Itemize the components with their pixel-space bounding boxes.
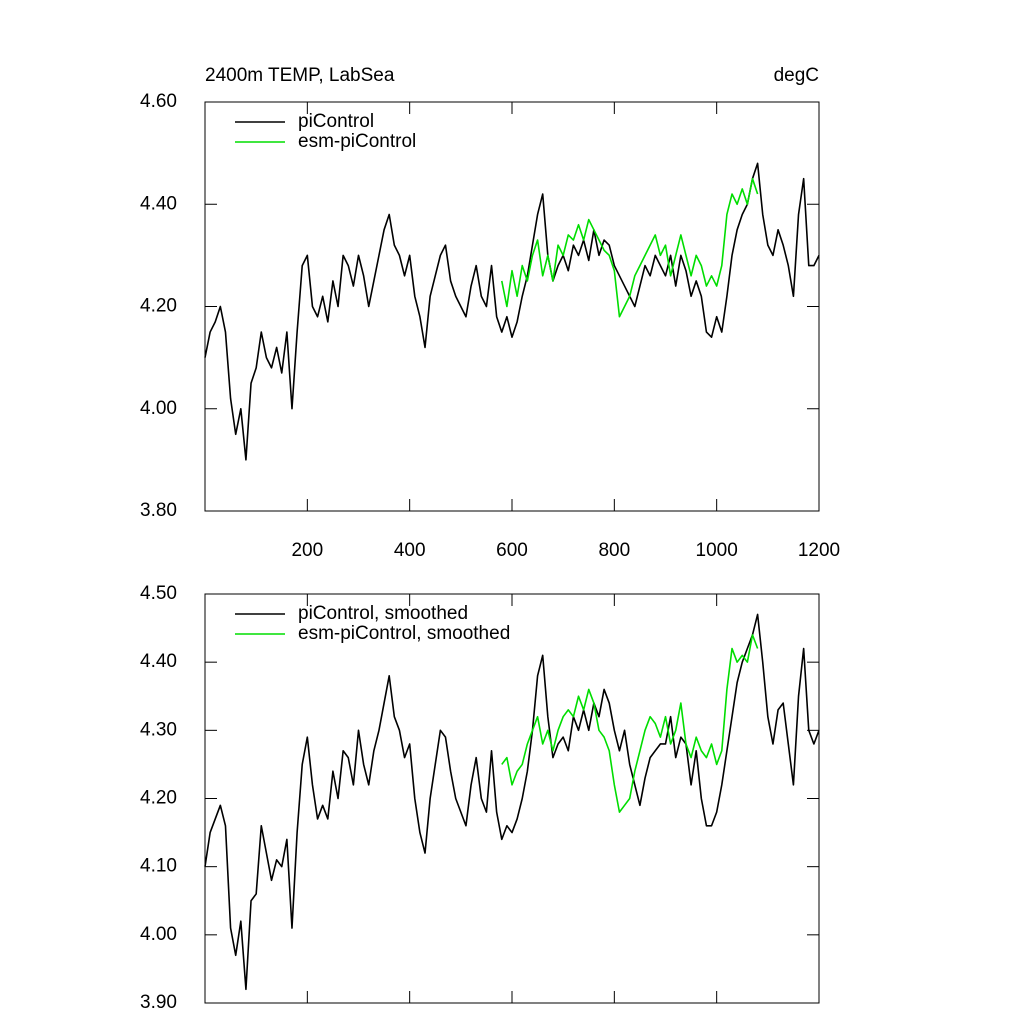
units-label: degC	[774, 65, 819, 86]
y-tick-label: 4.50	[140, 583, 177, 604]
y-tick-label: 4.20	[140, 788, 177, 809]
legend-label: esm-piControl, smoothed	[298, 623, 510, 644]
legend-label: esm-piControl	[298, 131, 416, 152]
series-line	[204, 162, 820, 461]
chart-title: 2400m TEMP, LabSea	[205, 65, 395, 86]
plot-frame	[204, 101, 820, 512]
y-tick-label: 4.00	[140, 398, 177, 419]
x-tick-label: 1200	[798, 540, 840, 561]
y-tick-label: 4.40	[140, 193, 177, 214]
y-tick-label: 4.10	[140, 856, 177, 877]
legend-label: piControl	[298, 111, 374, 132]
x-tick-label: 200	[291, 540, 323, 561]
legend-label: piControl, smoothed	[298, 603, 468, 624]
y-tick-label: 4.30	[140, 719, 177, 740]
x-tick-label: 1000	[696, 540, 738, 561]
y-tick-label: 4.40	[140, 651, 177, 672]
x-tick-label: 400	[394, 540, 426, 561]
y-tick-label: 3.80	[140, 500, 177, 521]
series-line	[500, 177, 759, 318]
plot-frame	[204, 593, 820, 1004]
series-line	[501, 634, 759, 813]
y-tick-label: 4.60	[140, 91, 177, 112]
x-tick-label: 800	[598, 540, 630, 561]
y-tick-label: 4.20	[140, 296, 177, 317]
y-tick-label: 4.00	[140, 924, 177, 945]
series-line	[204, 613, 820, 991]
y-tick-label: 3.90	[140, 992, 177, 1013]
x-tick-label: 600	[496, 540, 528, 561]
